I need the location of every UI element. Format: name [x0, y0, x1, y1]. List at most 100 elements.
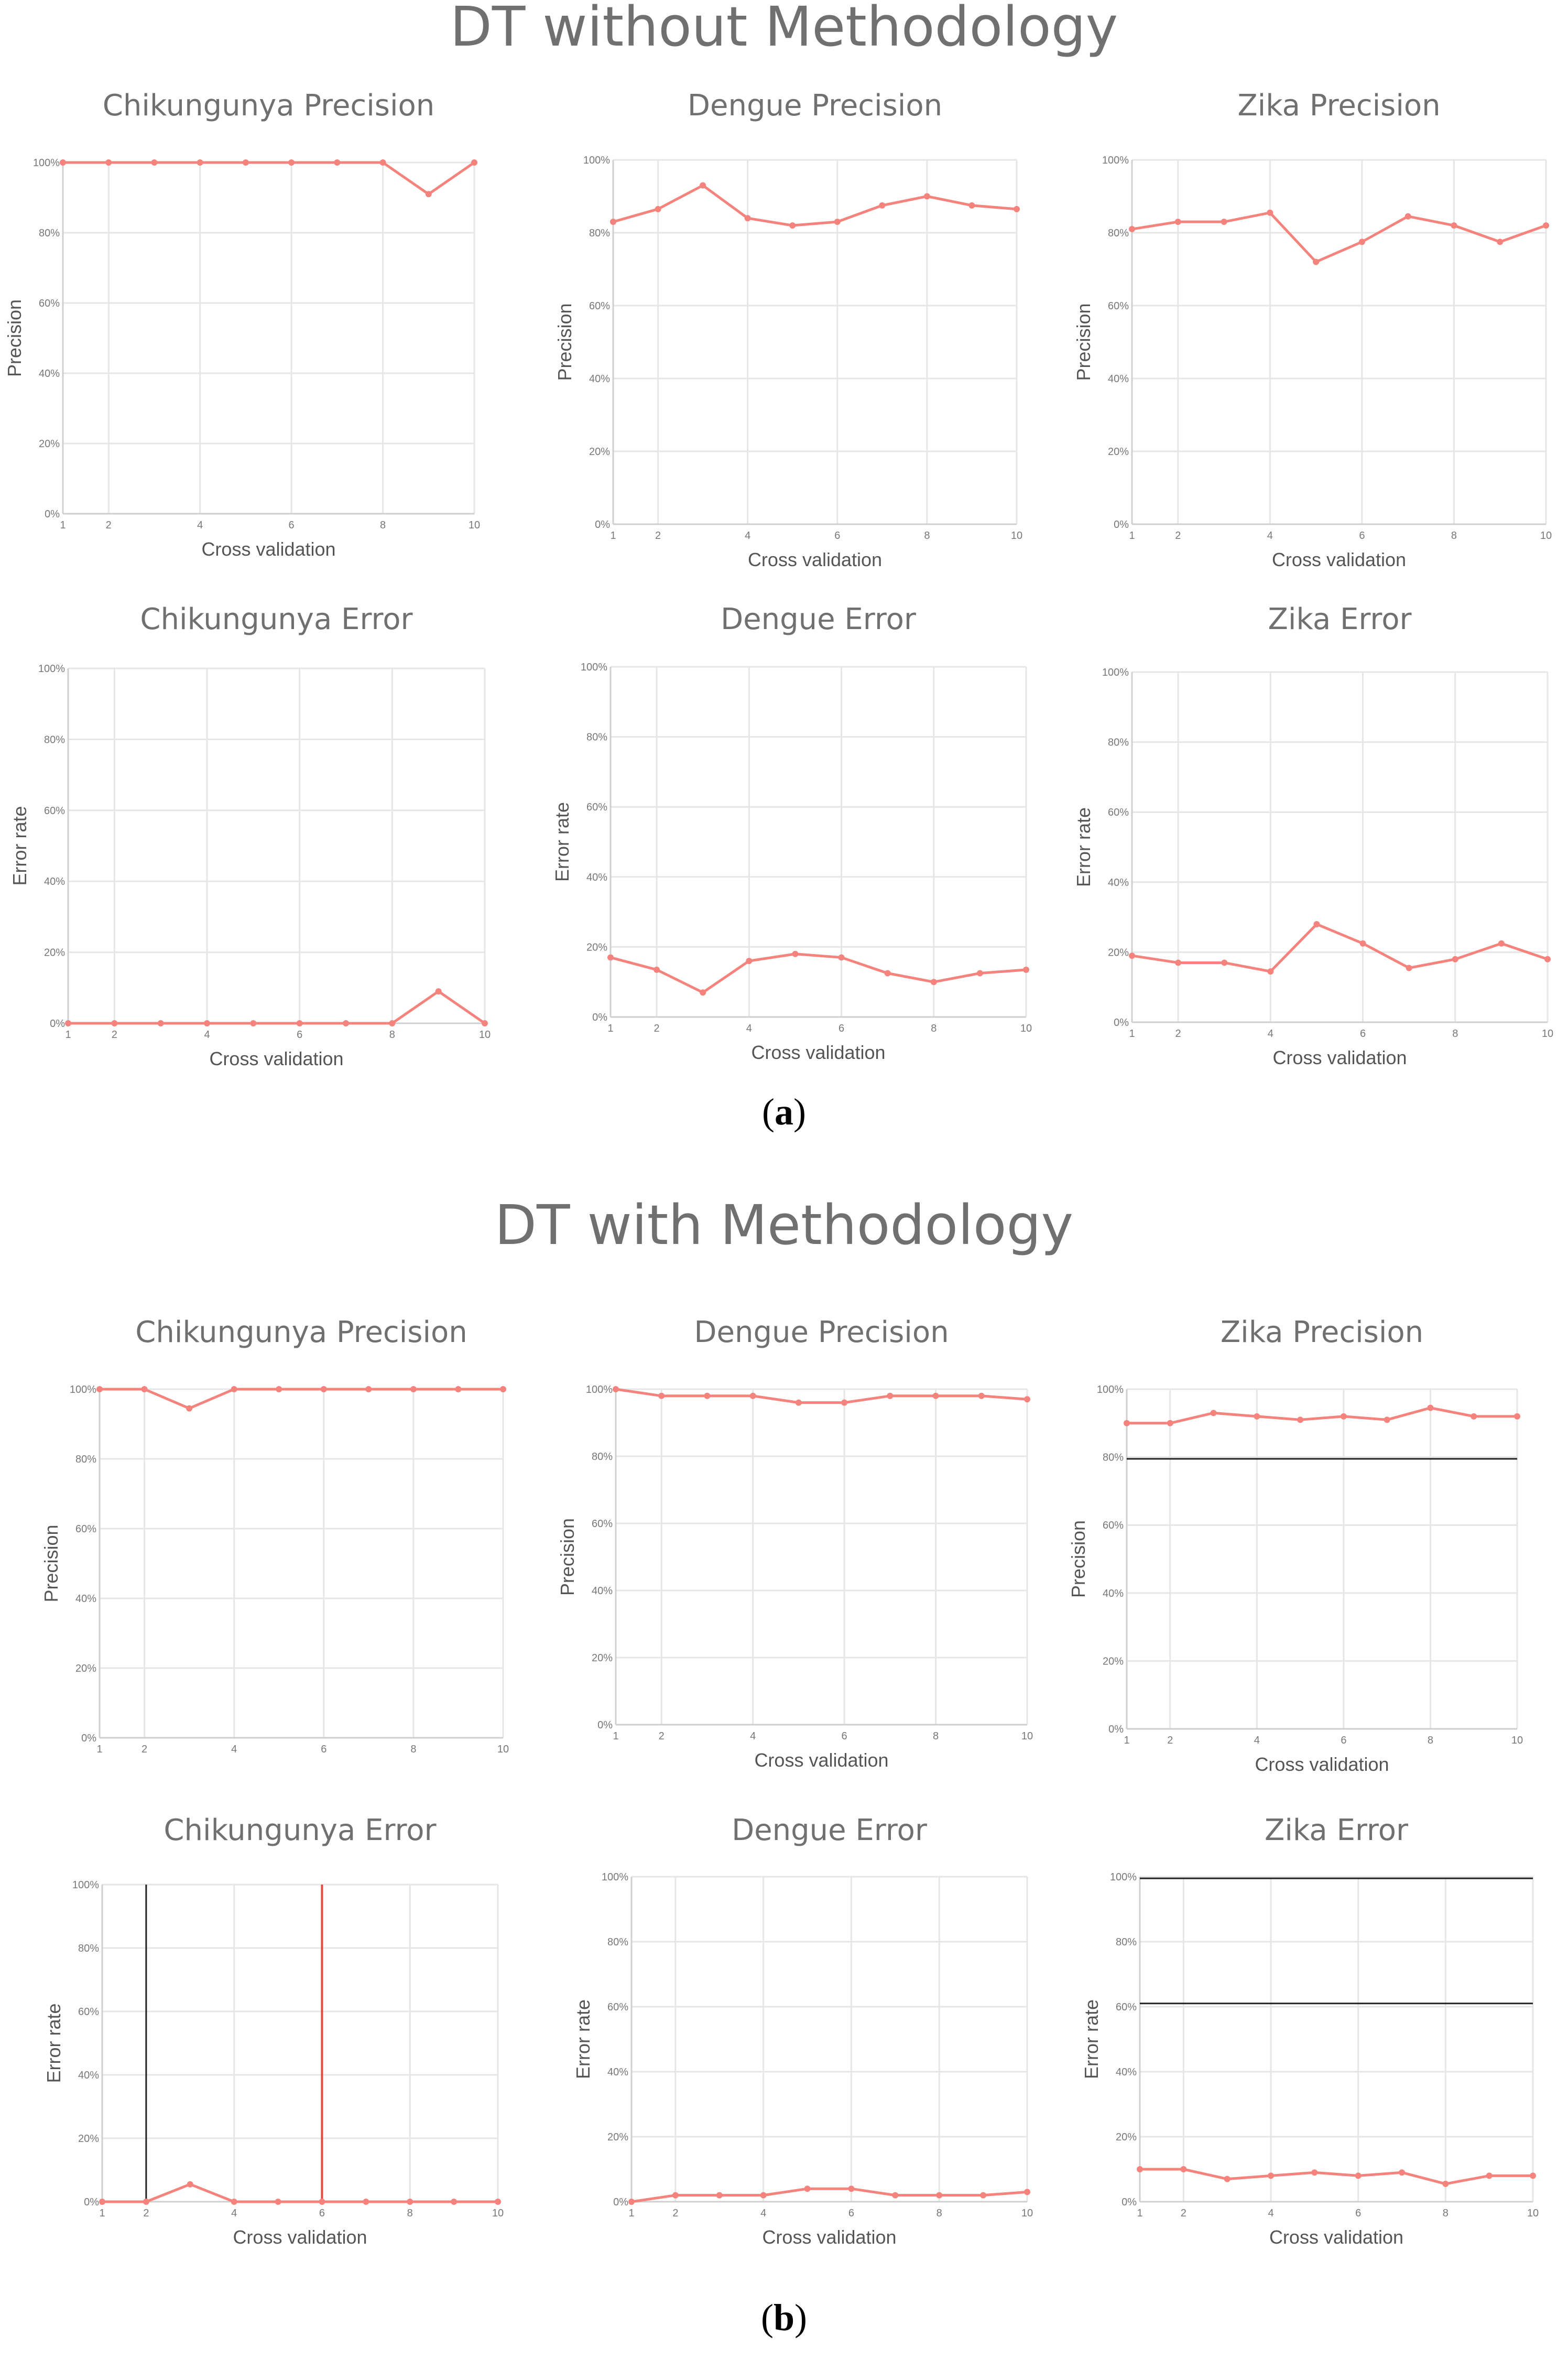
data-point — [105, 159, 112, 166]
x-tick-label: 6 — [297, 1029, 302, 1041]
data-point — [1129, 953, 1135, 959]
x-tick-label: 10 — [1527, 2207, 1539, 2219]
data-point — [482, 1020, 488, 1026]
y-tick-label: 40% — [592, 1585, 613, 1597]
y-tick-label: 60% — [1116, 2001, 1137, 2013]
series-line — [1131, 923, 1548, 973]
data-point — [379, 159, 386, 166]
data-point — [628, 2199, 635, 2205]
x-tick-label: 6 — [1359, 530, 1365, 542]
x-tick-label: 1 — [610, 530, 616, 542]
y-tick-label: 20% — [1108, 947, 1129, 958]
data-point — [1024, 1396, 1030, 1403]
x-axis-label: Cross validation — [201, 538, 335, 560]
x-tick-label: 8 — [933, 1730, 939, 1742]
y-tick-label: 20% — [1103, 1655, 1124, 1667]
x-tick-label: 10 — [497, 1744, 509, 1755]
x-tick-label: 4 — [1268, 2207, 1273, 2219]
data-point — [1452, 956, 1458, 962]
x-tick-label: 4 — [204, 1029, 210, 1041]
y-axis-label: Error rate — [572, 1999, 594, 2079]
y-axis-label: Error rate — [43, 2003, 64, 2083]
y-tick-label: 20% — [1116, 2131, 1137, 2143]
data-point — [744, 215, 751, 222]
data-point — [343, 1020, 349, 1026]
data-point — [231, 1386, 237, 1392]
chart-1: Chikungunya Precision 0% 20% 40% 60% 80% 100% 1… — [4, 89, 480, 560]
y-tick-label: 40% — [586, 872, 607, 883]
data-point — [980, 2192, 987, 2199]
y-tick-label: 80% — [1116, 1936, 1137, 1948]
x-axis-label: Cross validation — [762, 2226, 896, 2248]
y-tick-label: 80% — [78, 1943, 99, 1954]
x-tick-label: 1 — [99, 2207, 105, 2219]
y-tick-label: 0% — [595, 519, 610, 531]
data-point — [1313, 258, 1320, 265]
y-tick-label: 0% — [1121, 2196, 1137, 2208]
chart-title: Dengue Precision — [688, 89, 942, 123]
y-tick-label: 40% — [1103, 1588, 1124, 1599]
data-point — [1180, 2166, 1187, 2172]
x-tick-label: 1 — [628, 2207, 634, 2219]
x-tick-label: 1 — [96, 1744, 102, 1755]
y-tick-label: 100% — [33, 157, 60, 169]
y-tick-label: 20% — [586, 942, 607, 953]
data-point — [1543, 222, 1549, 229]
y-tick-label: 0% — [592, 1012, 607, 1023]
data-point — [936, 2192, 943, 2199]
x-tick-label: 8 — [1451, 530, 1457, 542]
y-axis-label: Precision — [4, 299, 25, 377]
x-tick-label: 6 — [319, 2207, 325, 2219]
x-tick-label: 6 — [842, 1730, 847, 1742]
y-tick-label: 0% — [1114, 1017, 1129, 1029]
x-tick-label: 2 — [112, 1029, 117, 1041]
x-tick-label: 2 — [1175, 1028, 1181, 1040]
data-point — [700, 182, 706, 189]
data-point — [365, 1386, 372, 1392]
x-tick-label: 6 — [1341, 1735, 1346, 1746]
y-tick-label: 40% — [1116, 2066, 1137, 2078]
y-tick-label: 100% — [1102, 155, 1129, 166]
x-tick-label: 2 — [143, 2207, 149, 2219]
y-tick-label: 100% — [602, 1871, 628, 1883]
y-tick-label: 100% — [583, 155, 610, 166]
y-tick-label: 80% — [592, 1451, 613, 1463]
x-tick-label: 6 — [839, 1023, 844, 1034]
data-point — [1221, 959, 1228, 966]
data-point — [288, 159, 295, 166]
data-point — [672, 2192, 679, 2199]
data-point — [848, 2185, 855, 2192]
data-point — [242, 159, 249, 166]
chart-title: Chikungunya Error — [164, 1813, 437, 1847]
x-tick-label: 6 — [848, 2207, 854, 2219]
section-b-title: DT with Methodology — [494, 1193, 1074, 1257]
y-tick-label: 100% — [38, 663, 65, 675]
y-tick-label: 100% — [1102, 667, 1129, 678]
series-line — [100, 1388, 503, 1410]
x-tick-label: 10 — [1511, 1735, 1523, 1746]
data-point — [1471, 1413, 1477, 1420]
x-tick-label: 2 — [1175, 530, 1181, 542]
x-tick-label: 8 — [389, 1029, 395, 1041]
series-line — [615, 1388, 1028, 1404]
x-axis-label: Cross validation — [1272, 1047, 1407, 1068]
chart-2: Dengue Precision 0% 20% 40% 60% 80% 100% 1 2 4 6 8 1… — [554, 89, 1022, 570]
data-point — [1268, 2172, 1274, 2179]
x-tick-label: 2 — [672, 2207, 678, 2219]
data-point — [749, 1392, 756, 1399]
data-point — [500, 1386, 506, 1392]
y-tick-label: 0% — [45, 508, 60, 520]
y-tick-label: 60% — [607, 2001, 628, 2013]
data-point — [1174, 219, 1181, 225]
y-axis-label: Error rate — [1081, 1999, 1102, 2079]
data-point — [1024, 2189, 1030, 2195]
x-tick-label: 10 — [1021, 1730, 1033, 1742]
y-tick-label: 100% — [586, 1384, 613, 1395]
chart-title: Chikungunya Error — [140, 602, 413, 636]
data-point — [231, 2199, 237, 2205]
chart-7: Chikungunya Precision 0% 20% 40% 60% 80% 100% 1… — [40, 1315, 509, 1755]
y-axis-label: Error rate — [9, 806, 30, 885]
data-point — [1313, 921, 1320, 927]
x-tick-label: 2 — [655, 530, 661, 542]
data-point — [1427, 1404, 1434, 1411]
